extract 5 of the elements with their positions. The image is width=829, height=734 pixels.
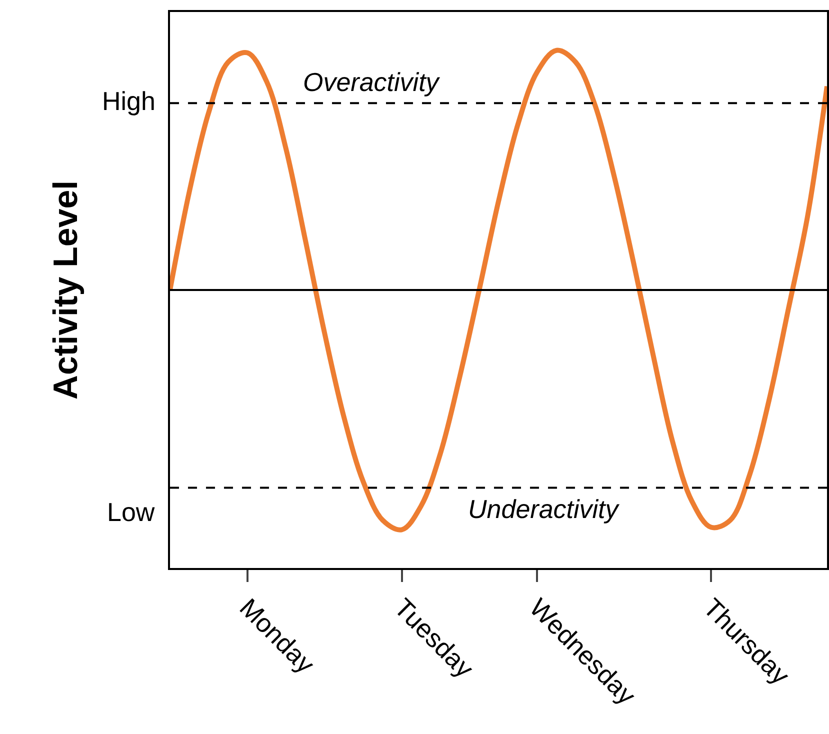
y-axis-title: Activity Level xyxy=(47,180,86,400)
ref-line-label: Underactivity xyxy=(468,494,620,524)
ref-line-label: Overactivity xyxy=(303,67,441,97)
text: High xyxy=(102,86,156,116)
text: Low xyxy=(107,497,155,527)
